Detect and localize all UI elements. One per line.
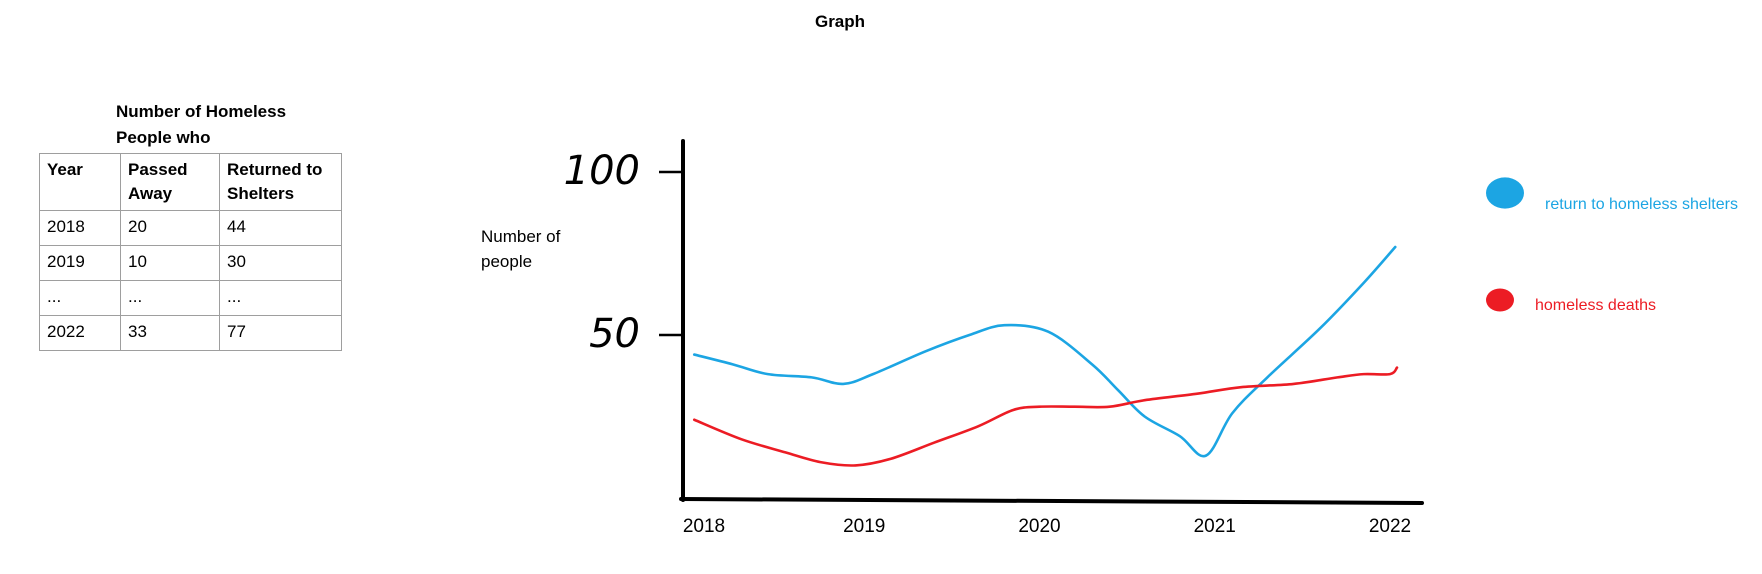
chart-lines — [692, 245, 1399, 467]
column-header-passed-away: Passed Away — [120, 153, 220, 211]
chart-legend: return to homeless shelters homeless deat… — [1486, 177, 1738, 314]
table-cell: 10 — [120, 245, 220, 281]
chart-ticks: 100 50 2018 2019 2020 2021 2022 — [564, 148, 1412, 537]
column-header-returned: Returned to Shelters — [219, 153, 342, 211]
x-tick-label: 2020 — [1018, 516, 1060, 537]
page-title: Graph — [814, 12, 866, 31]
table-cell: ... — [219, 280, 342, 316]
table-row: 2022 33 77 — [39, 315, 342, 351]
chart-axes — [679, 139, 1424, 505]
table-cell: ... — [39, 280, 121, 316]
x-tick-label: 2022 — [1369, 516, 1411, 537]
x-axis-line — [679, 497, 1424, 505]
legend-label-1: homeless deaths — [1535, 297, 1656, 314]
x-tick-label: 2019 — [843, 516, 885, 537]
table-row: ... ... ... — [39, 280, 342, 316]
table-row: 2018 20 44 — [39, 210, 342, 246]
x-tick-label: 2021 — [1194, 516, 1236, 537]
table-cell: 2022 — [39, 315, 121, 351]
table-caption: Number of Homeless People who — [116, 102, 287, 147]
table-cell: 77 — [219, 315, 342, 351]
x-tick-label: 2018 — [683, 516, 725, 537]
table-cell: 2018 — [39, 210, 121, 246]
data-table: Year Passed Away Returned to Shelters 20… — [39, 153, 342, 351]
table-cell: 20 — [120, 210, 220, 246]
legend-marker-1 — [1486, 288, 1514, 312]
table-header-row: Year Passed Away Returned to Shelters — [39, 153, 342, 211]
legend-marker-0 — [1486, 177, 1524, 209]
table-cell: ... — [120, 280, 220, 316]
table-row: 2019 10 30 — [39, 245, 342, 281]
legend-label-0: return to homeless shelters — [1545, 196, 1738, 213]
table-cell: 33 — [120, 315, 220, 351]
y-tick-label: 50 — [589, 311, 640, 357]
table-cell: 30 — [219, 245, 342, 281]
y-axis-label: Number of people — [481, 227, 561, 271]
series-line-1 — [692, 366, 1399, 467]
y-tick-label: 100 — [564, 148, 640, 194]
series-line-0 — [692, 245, 1397, 458]
